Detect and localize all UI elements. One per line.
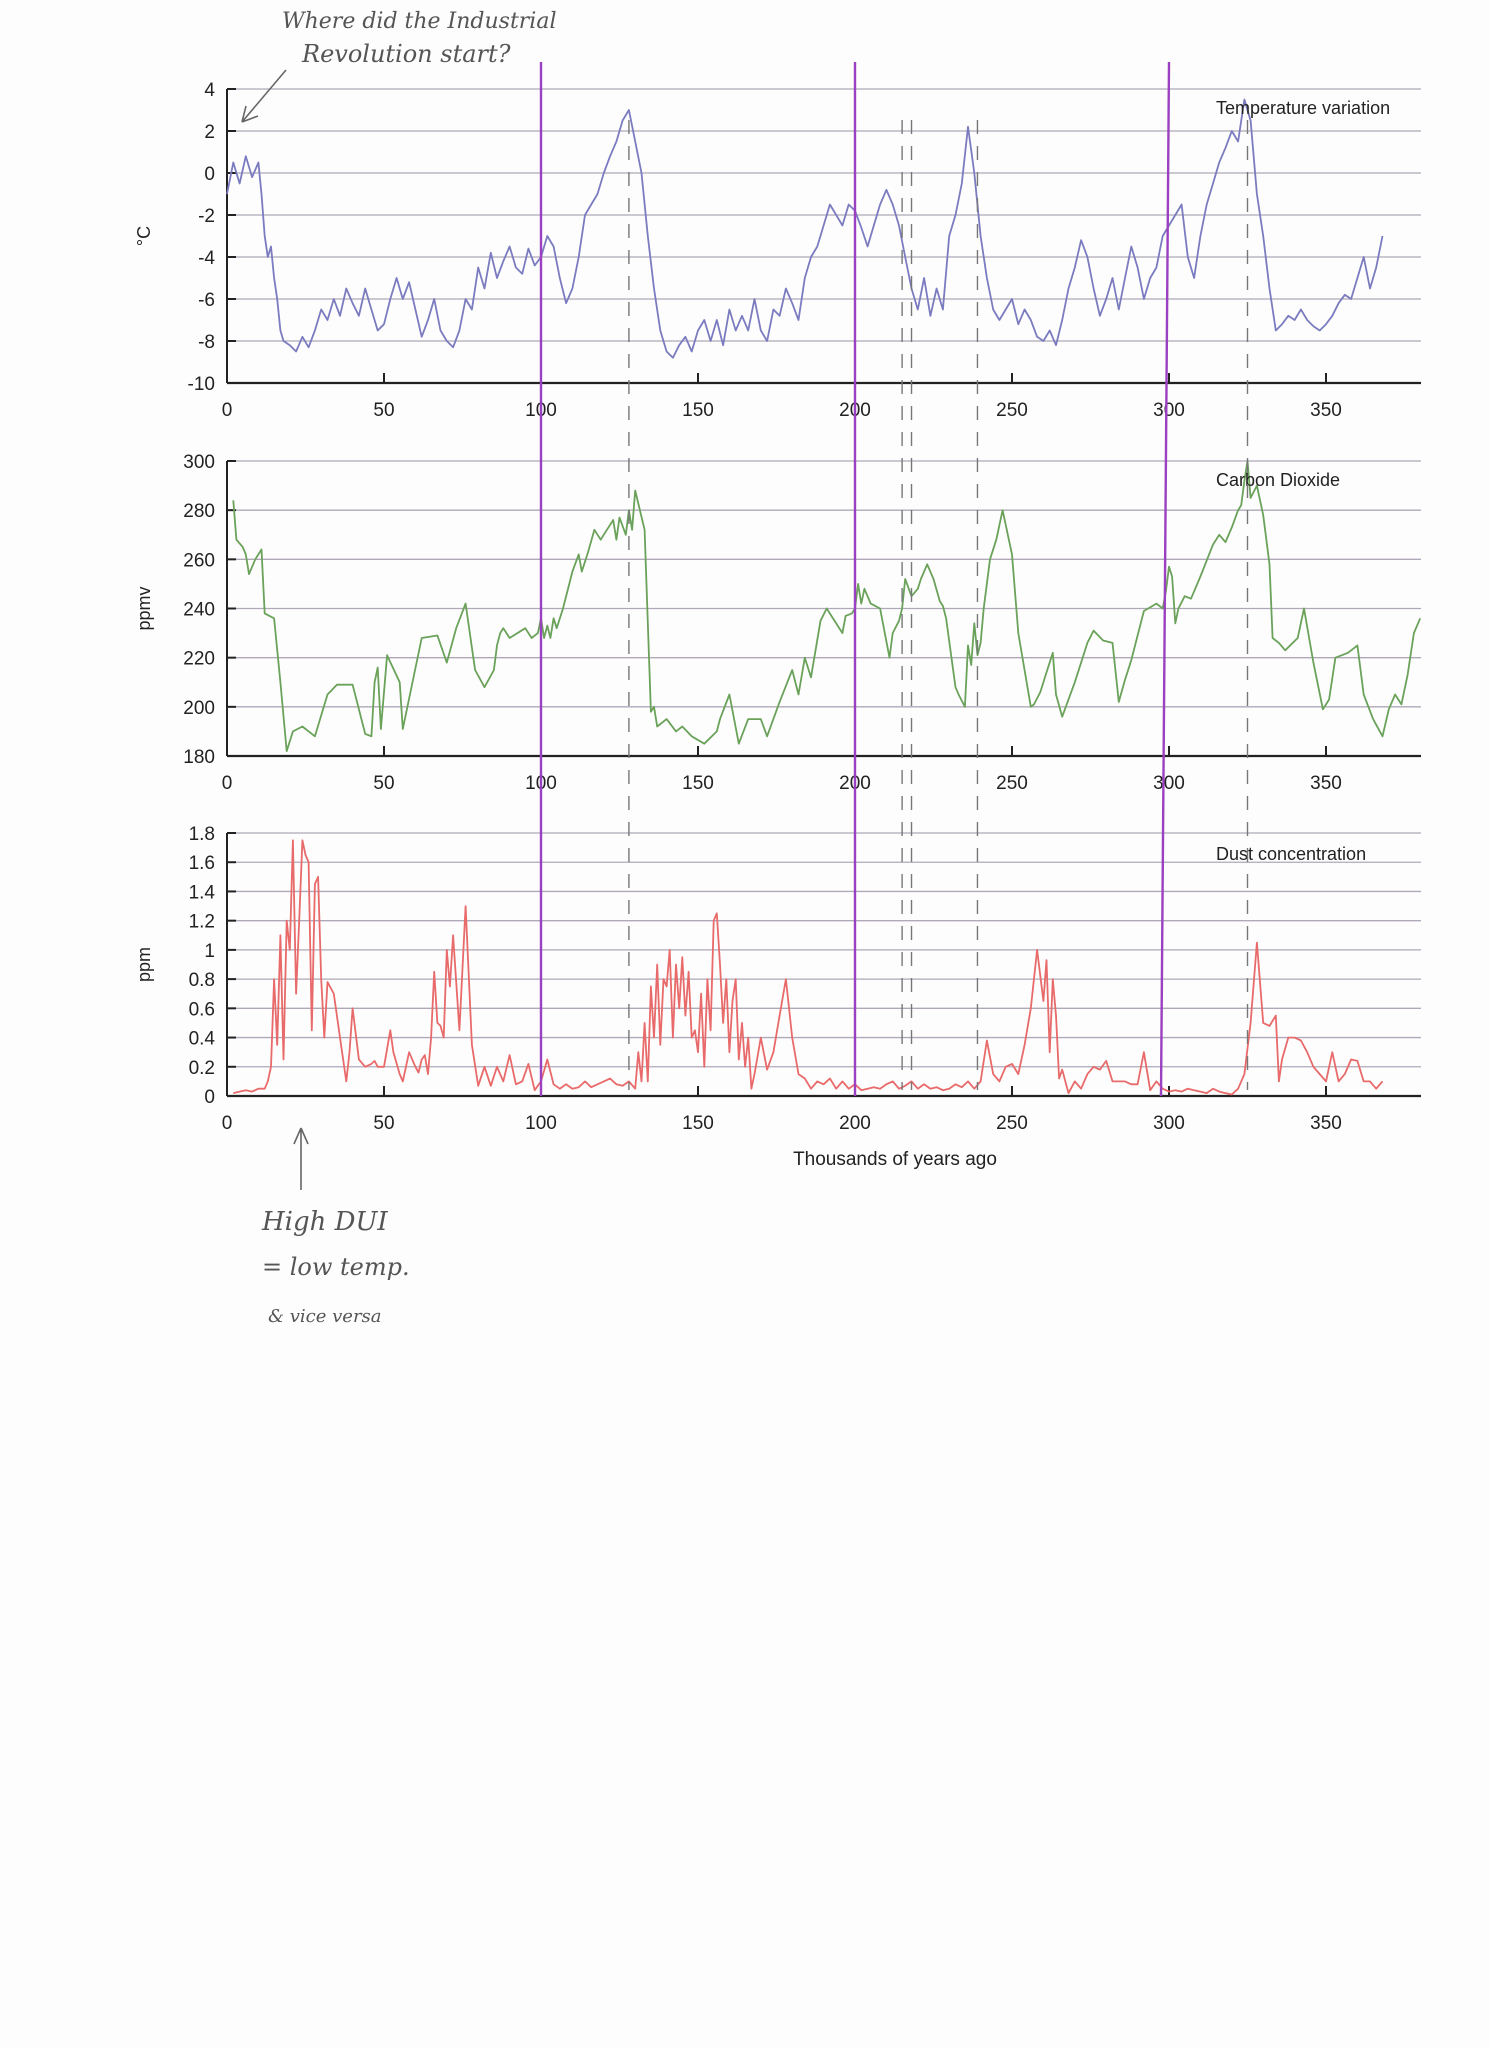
x-tick-label: 350 xyxy=(1310,1113,1342,1134)
x-tick-label: 150 xyxy=(682,1113,714,1134)
y-tick-label: 0 xyxy=(204,164,215,185)
y-tick-label: 0.2 xyxy=(189,1058,215,1079)
y-axis-label: ppmv xyxy=(134,586,154,630)
x-tick-label: 50 xyxy=(373,1113,394,1134)
y-tick-label: -10 xyxy=(188,374,215,395)
purple-marker-line xyxy=(1159,61,1171,1097)
y-tick-label: 1.4 xyxy=(189,882,216,903)
y-tick-label: 1.2 xyxy=(189,912,215,933)
y-tick-label: 0 xyxy=(204,1087,215,1108)
y-tick-label: 1.8 xyxy=(189,824,215,845)
x-tick-label: 50 xyxy=(373,400,394,421)
x-tick-label: 250 xyxy=(996,1113,1028,1134)
y-tick-label: 220 xyxy=(183,649,215,670)
arrow-up-icon xyxy=(293,1127,309,1190)
y-tick-label: 300 xyxy=(183,452,215,473)
y-tick-label: 200 xyxy=(183,698,215,719)
x-tick-label: 350 xyxy=(1310,773,1342,794)
note-high-dust-line3: & vice versa xyxy=(268,1306,382,1327)
y-tick-label: 260 xyxy=(183,550,215,571)
y-tick-label: -4 xyxy=(198,248,215,269)
dust-panel-title: Dust concentration xyxy=(1216,844,1366,864)
dust-series-line xyxy=(233,839,1384,1096)
handwritten-annotations: Where did the Industrial Revolution star… xyxy=(241,9,557,1327)
note-industrial-revolution-line2: Revolution start? xyxy=(301,40,511,68)
y-tick-label: 280 xyxy=(183,501,215,522)
x-tick-label: 150 xyxy=(682,773,714,794)
x-tick-label: 250 xyxy=(996,400,1028,421)
co2-series-line xyxy=(232,460,1422,752)
y-tick-label: 1 xyxy=(204,941,215,962)
y-tick-label: -6 xyxy=(198,290,215,311)
x-tick-label: 50 xyxy=(373,773,394,794)
y-tick-label: 0.8 xyxy=(189,970,215,991)
co2-panel-title: Carbon Dioxide xyxy=(1216,470,1340,490)
y-tick-label: 180 xyxy=(183,747,215,768)
annotation-markers xyxy=(539,61,1249,1097)
y-tick-label: 0.6 xyxy=(189,999,215,1020)
x-tick-label: 350 xyxy=(1310,400,1342,421)
x-tick-label: 250 xyxy=(996,773,1028,794)
x-tick-label: 0 xyxy=(222,400,233,421)
x-tick-label: 150 xyxy=(682,400,714,421)
arrow-icon xyxy=(241,69,287,123)
temperature-panel: 420-2-4-6-8-100 50 100 150 200 250 300 350°CTem… xyxy=(134,80,1421,421)
y-axis-label: ppm xyxy=(134,947,154,982)
x-tick-label: 300 xyxy=(1153,400,1185,421)
y-tick-label: 2 xyxy=(204,122,215,143)
x-tick-label: 300 xyxy=(1153,773,1185,794)
x-tick-label: 0 xyxy=(222,1113,233,1134)
note-high-dust-line2: = low temp. xyxy=(262,1253,410,1281)
temperature-panel-title: Temperature variation xyxy=(1216,98,1390,118)
x-tick-label: 200 xyxy=(839,1113,871,1134)
y-tick-label: 240 xyxy=(183,600,215,621)
y-tick-label: 1.6 xyxy=(189,853,215,874)
y-tick-label: -8 xyxy=(198,332,215,353)
dust-panel: 1.8 1.6 1.4 1.2 1 0.8 0.6 0.4 0.2 00 50 100 150 200 25… xyxy=(134,824,1421,1134)
y-tick-label: -2 xyxy=(198,206,215,227)
note-industrial-revolution-line1: Where did the Industrial xyxy=(282,9,557,34)
y-tick-label: 0.4 xyxy=(189,1029,216,1050)
x-tick-label: 100 xyxy=(525,1113,557,1134)
x-tick-label: 0 xyxy=(222,773,233,794)
x-tick-label: 300 xyxy=(1153,1113,1185,1134)
temperature-series-line xyxy=(226,98,1384,359)
y-axis-label: °C xyxy=(134,226,154,246)
note-high-dust-line1: High DUI xyxy=(261,1207,388,1237)
y-tick-label: 4 xyxy=(204,80,215,101)
x-axis-title: Thousands of years ago xyxy=(793,1149,997,1170)
